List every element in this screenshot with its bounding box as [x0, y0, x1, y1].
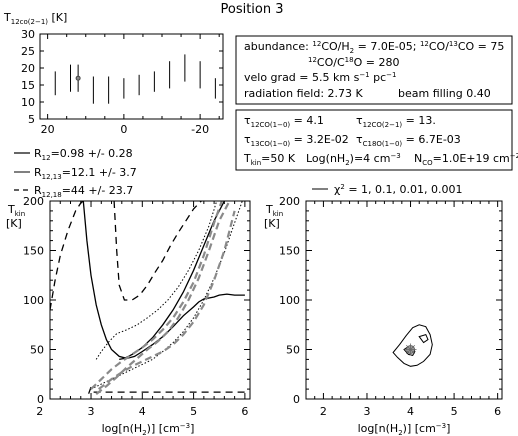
lvg-ytick-label: 200 — [23, 195, 44, 208]
lvg-xtick-label: 3 — [88, 405, 95, 418]
tau-12co-10: τ12CO(1−0) = 4.1 — [244, 114, 324, 129]
chi2-ytick-label: 100 — [279, 294, 300, 307]
spectrum-ytick-label: 5 — [28, 113, 35, 126]
tau-c18o-10: τC18O(1−0) = 6.7E-03 — [356, 133, 461, 148]
spectrum-ytick-label: 10 — [21, 96, 35, 109]
chi2-ylabel-unit: [K] — [264, 217, 280, 230]
spectrum-panel: T12co(2−1) [K] 5 10 15 20 25 30 20 0 -20 — [3, 11, 224, 136]
lvg-ytick-label: 100 — [23, 294, 44, 307]
chi2-ytick-label: 50 — [286, 344, 300, 357]
lognh2-value: Log(nH2)=4 cm−3 — [306, 152, 401, 167]
spectrum-marker — [75, 75, 81, 81]
chi2-xtick-label: 3 — [363, 405, 370, 418]
lvg-ytick-label: 50 — [30, 344, 44, 357]
lvg-curve-dashed — [86, 386, 92, 399]
chi2-frame — [305, 200, 503, 400]
tkin-value: Tkin=50 K — [243, 152, 296, 167]
spectrum-frame — [39, 33, 224, 120]
chi2-contour-0-1 — [418, 333, 429, 344]
legend-label-r1218: R12,18=44 +/- 23.7 — [34, 184, 133, 199]
lvg-xtick-label: 6 — [241, 405, 248, 418]
lvg-curve-dotted — [95, 201, 218, 360]
chi2-ytick-label: 150 — [279, 245, 300, 258]
spectrum-marks — [54, 54, 216, 104]
lvg-xtick-label: 5 — [190, 405, 197, 418]
beam-filling: beam filling 0.40 — [398, 87, 491, 100]
spectrum-ytick-label: 20 — [21, 62, 35, 75]
chi2-xtick-label: 2 — [320, 405, 327, 418]
spectrum-xtick-label: 0 — [120, 123, 127, 136]
legend-label-chi2: χ2 = 1, 0.1, 0.01, 0.001 — [334, 183, 463, 196]
chi2-contours — [392, 324, 433, 367]
model-box-frame — [235, 109, 513, 171]
spectrum-xtick-label: -20 — [191, 123, 209, 136]
lvg-frame — [49, 200, 251, 400]
chi2-xlabel: log[n(H2)] [cm−3] — [358, 422, 451, 436]
best-fit-star-ray — [406, 344, 416, 355]
legend-right: χ2 = 1, 0.1, 0.01, 0.001 — [312, 183, 463, 196]
chi2-ytick-label: 200 — [279, 195, 300, 208]
velo-grad-line: velo grad = 5.5 km s−1 pc−1 — [244, 71, 397, 84]
chi2-xtick-label: 5 — [451, 405, 458, 418]
lvg-xtick-label: 2 — [36, 405, 43, 418]
legend-left: R12=0.98 +/- 0.28 R12,13=12.1 +/- 3.7 R1… — [14, 147, 137, 199]
spectrum-ytick-label: 30 — [21, 28, 35, 41]
chi2-ticks: 0 50 100 150 200 2 3 4 5 6 — [279, 195, 502, 418]
abundance-line: abundance: 12CO/H2 = 7.0E-05; 12CO/13CO … — [244, 40, 504, 55]
lvg-xlabel: log[n(H2)] [cm−3] — [102, 422, 195, 436]
spectrum-ticks: 5 10 15 20 25 30 20 0 -20 — [21, 28, 223, 136]
lvg-curve-gray-dashed — [98, 210, 236, 390]
info-box-frame — [235, 35, 513, 105]
tau-12co-21: τ12CO(2−1) = 13. — [356, 114, 436, 129]
lvg-curve-dashed — [113, 201, 202, 301]
chi2-xtick-label: 4 — [407, 405, 414, 418]
spectrum-ytick-label: 15 — [21, 79, 35, 92]
spectrum-ylabel: T12co(2−1) [K] — [3, 11, 67, 26]
figure-title: Position 3 — [220, 2, 283, 17]
c18o-ratio-line: 12CO/C18O = 280 — [308, 56, 399, 69]
lvg-xtick-label: 4 — [139, 405, 146, 418]
lvg-ylabel-unit: [K] — [6, 217, 22, 230]
chi2-contour-1 — [392, 324, 433, 367]
nco-value: NCO=1.0E+19 cm−2 — [414, 152, 518, 167]
spectrum-xtick-label: 20 — [41, 123, 55, 136]
chi2-xtick-label: 6 — [494, 405, 501, 418]
lvg-curves — [50, 201, 245, 399]
legend-label-r12: R12=0.98 +/- 0.28 — [34, 147, 133, 162]
legend-label-r1213: R12,13=12.1 +/- 3.7 — [34, 166, 137, 181]
info-box: abundance: 12CO/H2 = 7.0E-05; 12CO/13CO … — [235, 35, 513, 105]
lvg-curve-gray-dashed — [90, 201, 223, 390]
lvg-ytick-label: 0 — [37, 393, 44, 406]
lvg-ticks: 0 50 100 150 200 2 3 4 5 6 — [23, 195, 250, 418]
lvg-ytick-label: 150 — [23, 245, 44, 258]
radiation-field: radiation field: 2.73 K — [244, 87, 364, 100]
chi2-ytick-label: 0 — [293, 393, 300, 406]
lvg-curve-solid — [119, 201, 225, 361]
lvg-curve-dashed — [50, 201, 84, 311]
spectrum-ytick-label: 25 — [21, 45, 35, 58]
model-box: τ12CO(1−0) = 4.1 τ12CO(2−1) = 13. τ13CO(… — [235, 109, 518, 171]
tau-13co-10: τ13CO(1−0) = 3.2E-02 — [244, 133, 349, 148]
